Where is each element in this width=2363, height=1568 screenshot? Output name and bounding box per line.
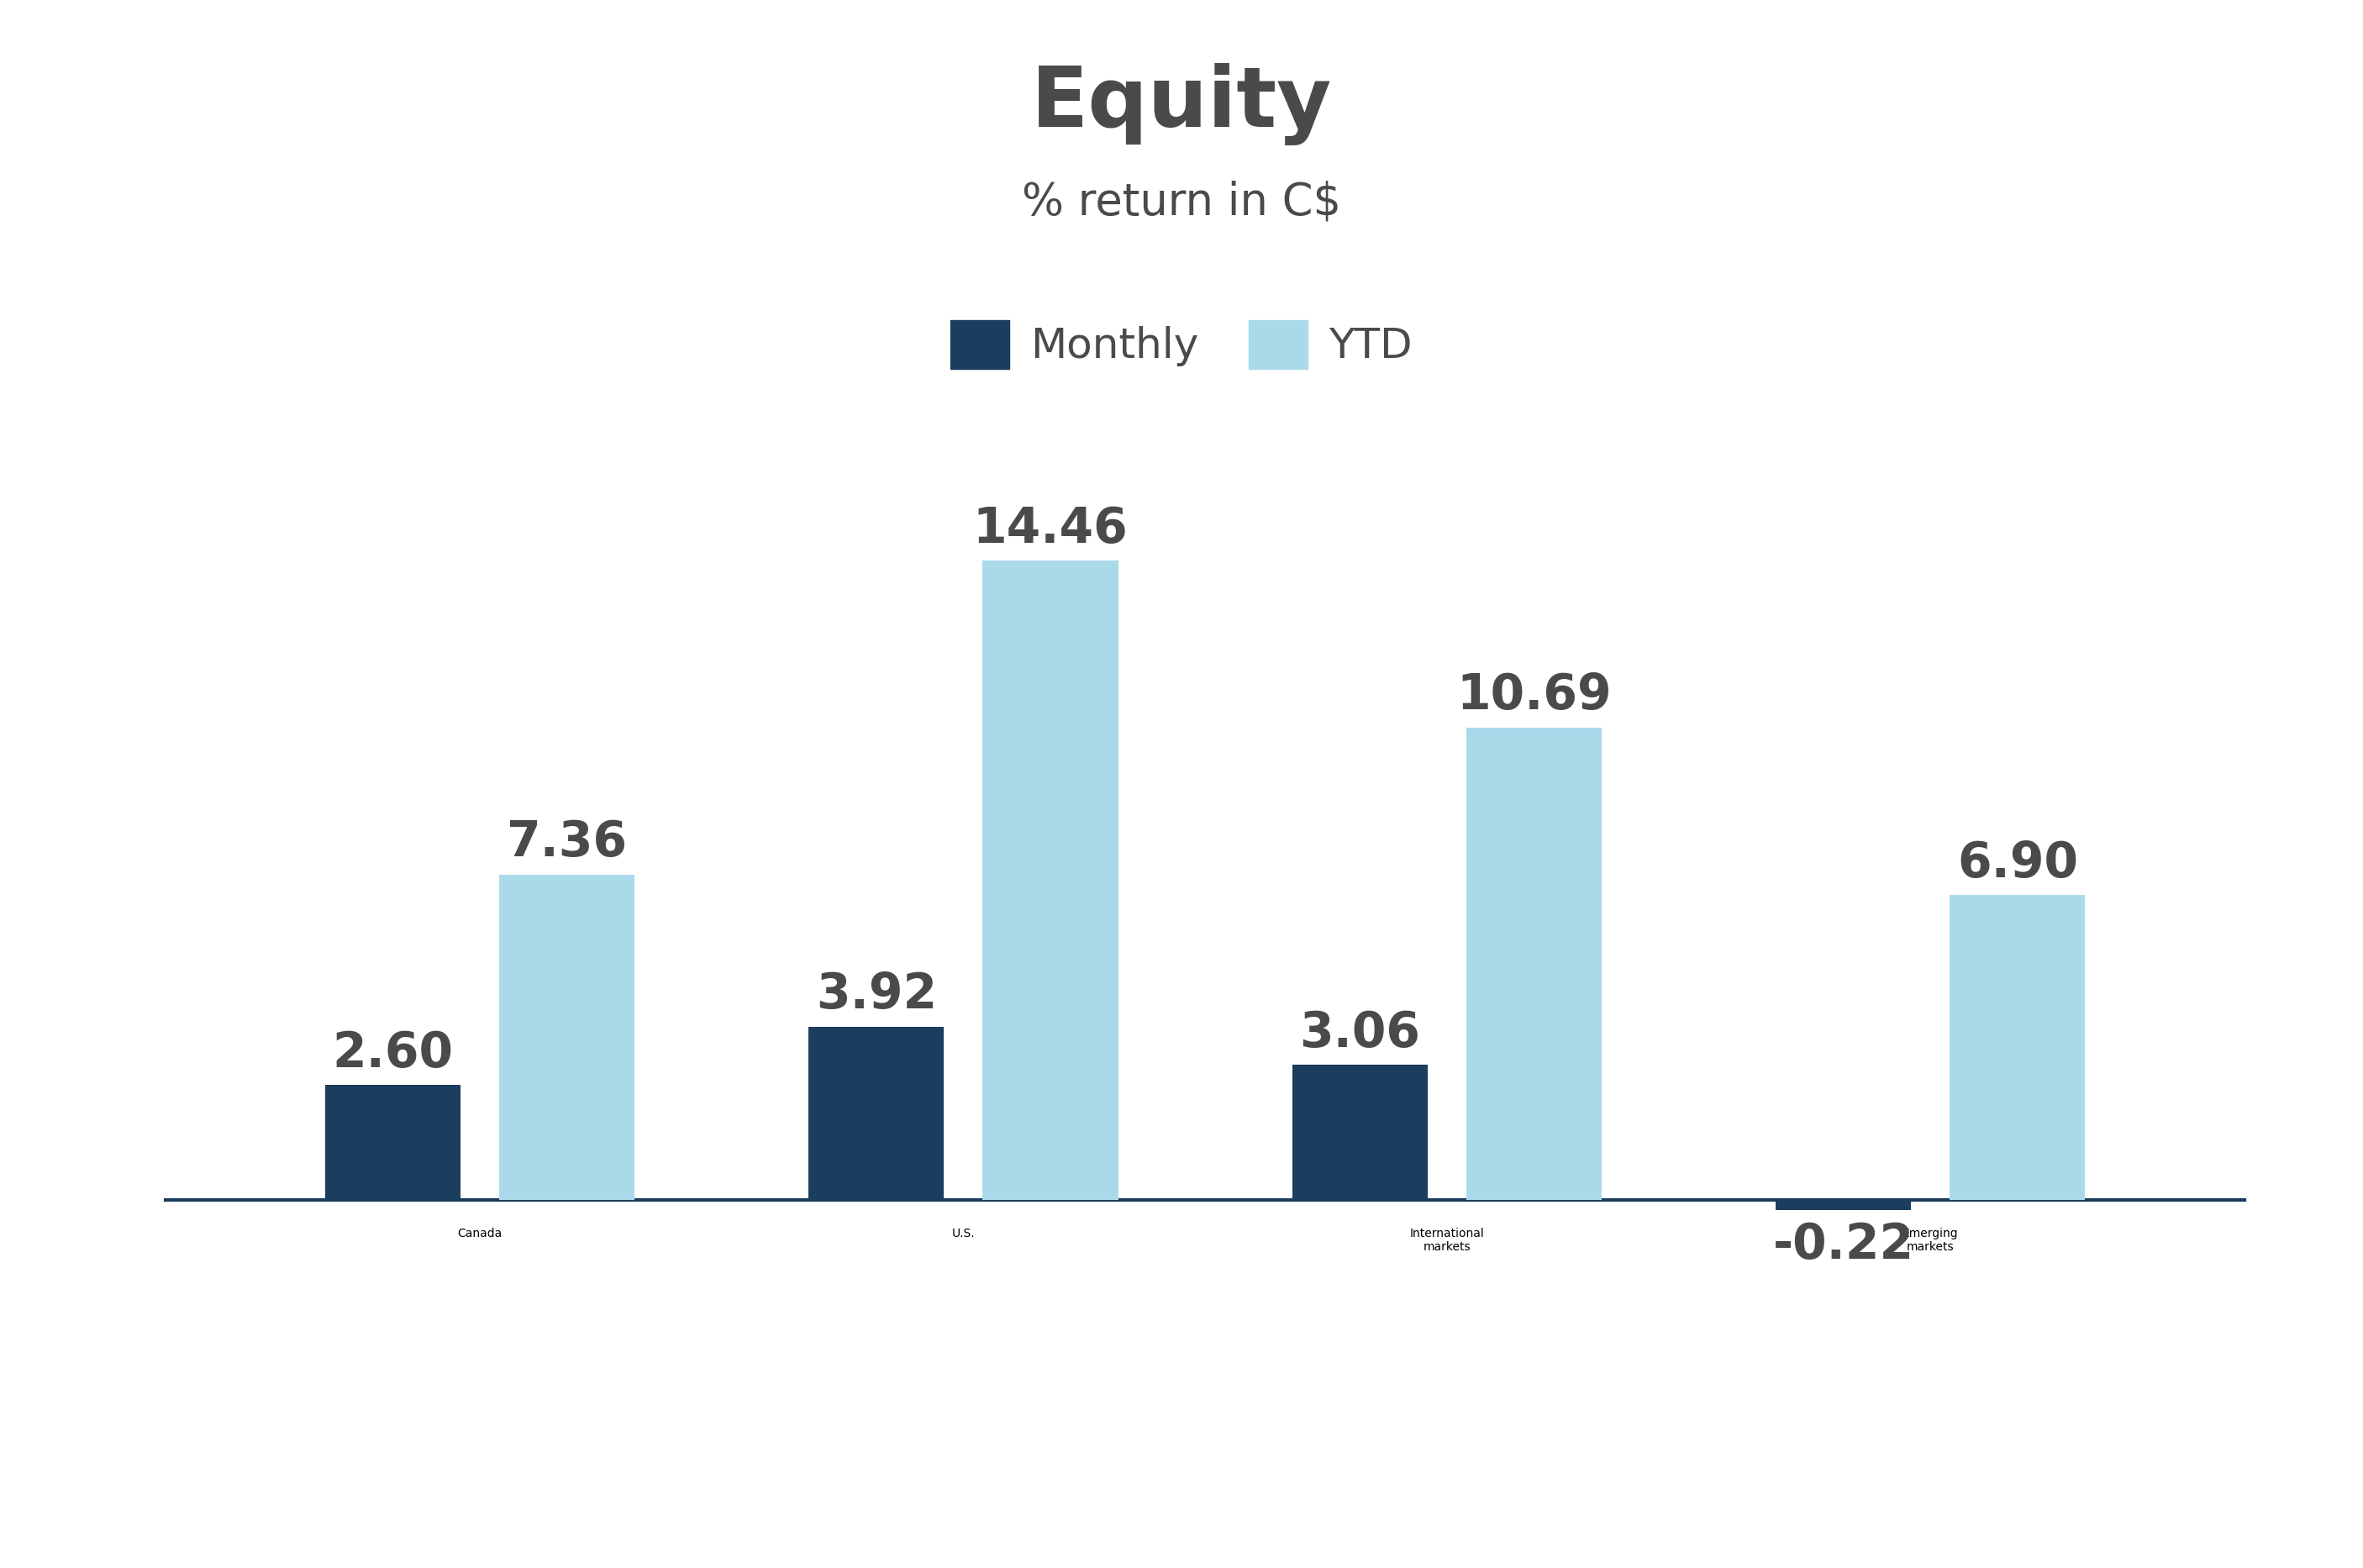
Text: 3.92: 3.92 (815, 971, 936, 1019)
Text: % return in C$: % return in C$ (1021, 180, 1342, 224)
Legend: Monthly, YTD: Monthly, YTD (933, 303, 1430, 386)
Text: 7.36: 7.36 (506, 818, 626, 867)
Bar (1293, 1065, 1427, 1200)
Bar (1949, 895, 2084, 1200)
Text: 14.46: 14.46 (974, 505, 1127, 552)
Text: 2.60: 2.60 (333, 1029, 454, 1077)
Text: 3.06: 3.06 (1300, 1008, 1420, 1057)
Bar (499, 875, 636, 1200)
Text: Equity: Equity (1030, 63, 1333, 146)
Bar (326, 1085, 461, 1200)
Bar (1775, 1200, 1912, 1210)
Bar (808, 1027, 943, 1200)
Text: -0.22: -0.22 (1772, 1221, 1914, 1269)
Bar (983, 561, 1118, 1200)
Text: 6.90: 6.90 (1957, 839, 2077, 887)
Text: 10.69: 10.69 (1456, 671, 1612, 720)
Bar (1467, 728, 1602, 1200)
